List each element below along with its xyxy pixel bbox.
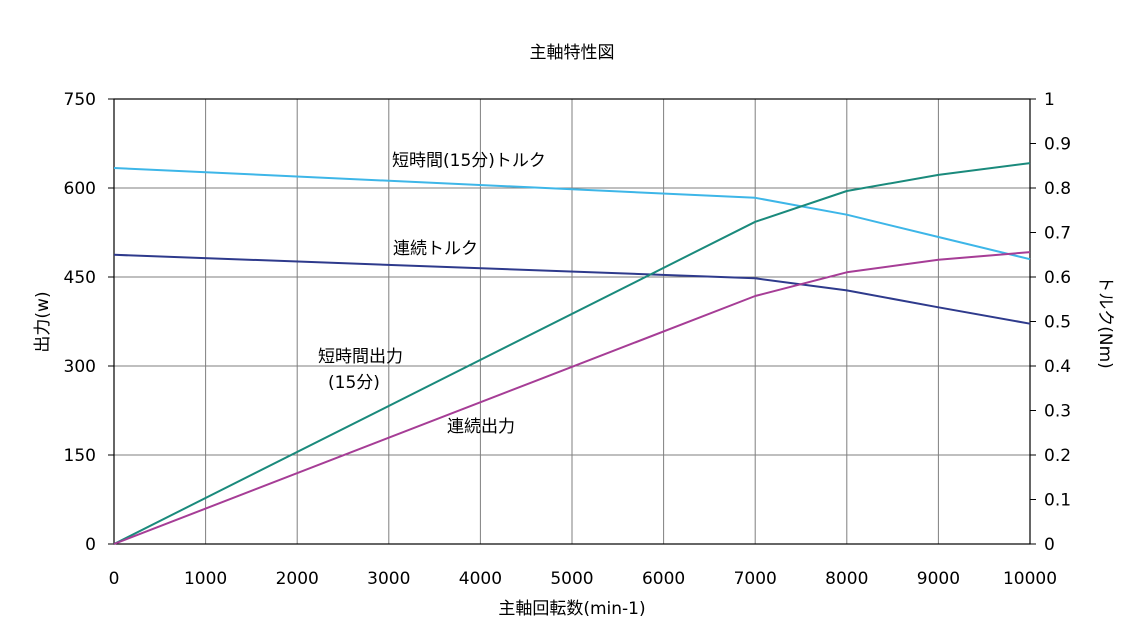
right-y-axis-ticks: 0 0.1 0.2 0.3 0.4 0.5 0.6 0.7 0.8 0.9 1 (1030, 90, 1071, 555)
x-tick-label: 9000 (917, 569, 960, 589)
left-y-axis-ticks: 0 150 300 450 600 750 (64, 90, 114, 555)
x-axis-ticks: 0 1000 2000 3000 4000 5000 6000 7000 8000 9000 100… (109, 569, 1057, 589)
series-annotation-label: 連続出力 (447, 417, 515, 437)
left-y-axis-title: 出力(w) (33, 291, 53, 352)
left-tick-label: 450 (64, 268, 96, 288)
right-tick-label: 0 (1044, 535, 1055, 555)
series-annotation-label: 短時間(15分)トルク (392, 151, 546, 171)
left-tick-label: 0 (85, 535, 96, 555)
x-tick-label: 1000 (184, 569, 227, 589)
right-tick-label: 0.7 (1044, 224, 1071, 244)
x-tick-label: 5000 (550, 569, 593, 589)
series-lines (113, 162, 1031, 545)
right-tick-label: 0.6 (1044, 268, 1071, 288)
right-y-axis-title: トルク(Nm) (1095, 275, 1115, 369)
x-tick-label: 4000 (459, 569, 502, 589)
series-annotation-label: 短時間出力 (318, 347, 403, 367)
x-axis-title: 主軸回転数(min-1) (498, 599, 645, 619)
right-tick-label: 0.1 (1044, 491, 1071, 511)
left-tick-label: 150 (64, 446, 96, 466)
left-tick-label: 600 (64, 179, 96, 199)
series-annotation-label: (15分) (328, 373, 380, 393)
x-tick-label: 2000 (276, 569, 319, 589)
series-line-1 (113, 253, 1031, 325)
x-tick-label: 10000 (1003, 569, 1057, 589)
right-tick-label: 0.2 (1044, 446, 1071, 466)
left-tick-label: 300 (64, 357, 96, 377)
right-tick-label: 0.3 (1044, 402, 1071, 422)
x-tick-label: 0 (109, 569, 120, 589)
series-line-2 (113, 162, 1031, 545)
x-tick-label: 8000 (825, 569, 868, 589)
x-tick-label: 7000 (734, 569, 777, 589)
right-tick-label: 0.5 (1044, 313, 1071, 333)
series-line-0 (113, 167, 1031, 261)
x-tick-label: 3000 (367, 569, 410, 589)
series-line-3 (113, 251, 1031, 545)
right-tick-label: 0.9 (1044, 135, 1071, 155)
x-tick-label: 6000 (642, 569, 685, 589)
right-tick-label: 0.4 (1044, 357, 1071, 377)
left-tick-label: 750 (64, 90, 96, 110)
chart-title: 主軸特性図 (530, 43, 615, 63)
right-tick-label: 1 (1044, 90, 1055, 110)
right-tick-label: 0.8 (1044, 179, 1071, 199)
series-annotation-label: 連続トルク (393, 239, 478, 259)
